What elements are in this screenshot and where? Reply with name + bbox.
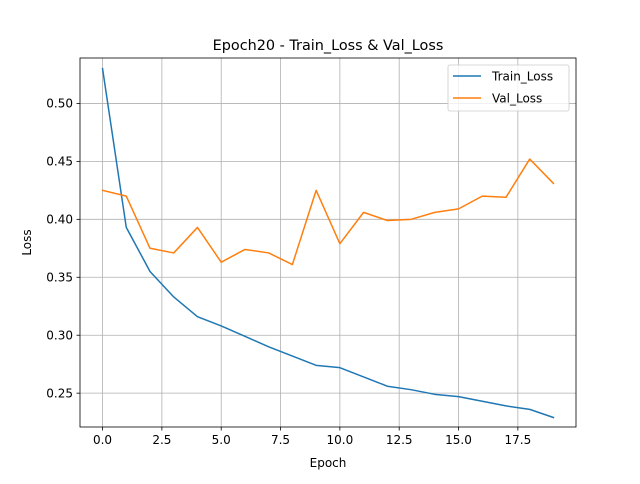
y-tick-label: 0.45 bbox=[46, 155, 73, 169]
val-loss-line bbox=[101, 158, 555, 266]
x-tick-label: 17.5 bbox=[504, 433, 531, 447]
axis-ticks: 0.0 2.5 5.0 7.5 10.0 12.5 15.0 17.5 0.25 0.30 0.35… bbox=[46, 97, 531, 447]
x-tick-label: 7.5 bbox=[271, 433, 290, 447]
legend-label-val-loss: Val_Loss bbox=[492, 91, 542, 105]
y-tick-label: 0.35 bbox=[46, 271, 73, 285]
x-tick-label: 10.0 bbox=[327, 433, 354, 447]
y-tick-label: 0.25 bbox=[46, 386, 73, 400]
x-axis-label: Epoch bbox=[310, 456, 347, 470]
legend-label-train-loss: Train_Loss bbox=[491, 69, 553, 83]
y-tick-label: 0.40 bbox=[46, 213, 73, 227]
y-tick-label: 0.50 bbox=[46, 97, 73, 111]
plot-frame bbox=[79, 57, 577, 428]
x-tick-label: 0.0 bbox=[93, 433, 112, 447]
y-axis-label: Loss bbox=[20, 229, 34, 255]
x-tick-label: 2.5 bbox=[152, 433, 171, 447]
x-tick-label: 5.0 bbox=[212, 433, 231, 447]
y-tick-label: 0.30 bbox=[46, 329, 73, 343]
legend: Train_Loss Val_Loss bbox=[447, 64, 570, 112]
x-tick-label: 15.0 bbox=[445, 433, 472, 447]
x-tick-label: 12.5 bbox=[386, 433, 413, 447]
chart-title: Epoch20 - Train_Loss & Val_Loss bbox=[213, 38, 444, 54]
train-loss-line bbox=[101, 67, 555, 419]
grid bbox=[80, 58, 576, 427]
series-lines bbox=[101, 67, 555, 419]
